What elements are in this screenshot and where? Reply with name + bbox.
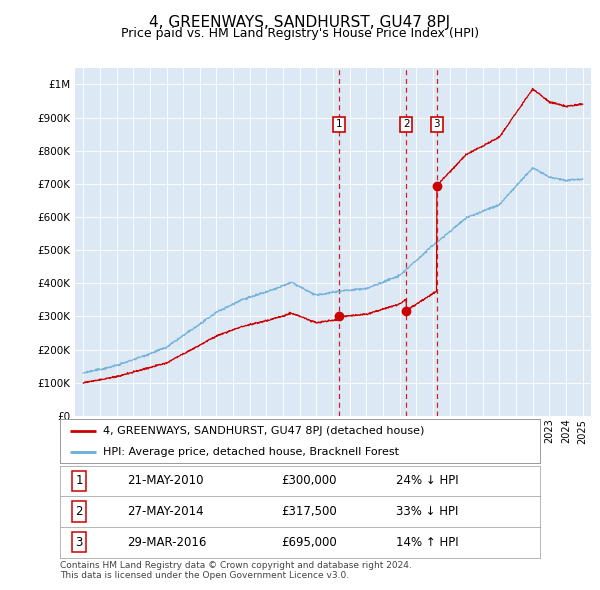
Text: 21-MAY-2010: 21-MAY-2010	[127, 474, 204, 487]
Text: 2: 2	[76, 505, 83, 518]
Text: 3: 3	[434, 119, 440, 129]
Text: 4, GREENWAYS, SANDHURST, GU47 8PJ: 4, GREENWAYS, SANDHURST, GU47 8PJ	[149, 15, 451, 30]
Text: 1: 1	[336, 119, 343, 129]
Text: £317,500: £317,500	[281, 505, 337, 518]
Text: £300,000: £300,000	[281, 474, 337, 487]
Text: 33% ↓ HPI: 33% ↓ HPI	[396, 505, 458, 518]
Text: 3: 3	[76, 536, 83, 549]
Text: 4, GREENWAYS, SANDHURST, GU47 8PJ (detached house): 4, GREENWAYS, SANDHURST, GU47 8PJ (detac…	[103, 427, 425, 436]
Text: Price paid vs. HM Land Registry's House Price Index (HPI): Price paid vs. HM Land Registry's House …	[121, 27, 479, 40]
Text: 14% ↑ HPI: 14% ↑ HPI	[396, 536, 458, 549]
Text: HPI: Average price, detached house, Bracknell Forest: HPI: Average price, detached house, Brac…	[103, 447, 399, 457]
Text: 24% ↓ HPI: 24% ↓ HPI	[396, 474, 458, 487]
Text: 27-MAY-2014: 27-MAY-2014	[127, 505, 204, 518]
Text: Contains HM Land Registry data © Crown copyright and database right 2024.
This d: Contains HM Land Registry data © Crown c…	[60, 560, 412, 580]
Text: £695,000: £695,000	[281, 536, 337, 549]
Text: 2: 2	[403, 119, 410, 129]
Text: 29-MAR-2016: 29-MAR-2016	[127, 536, 206, 549]
Text: 1: 1	[76, 474, 83, 487]
